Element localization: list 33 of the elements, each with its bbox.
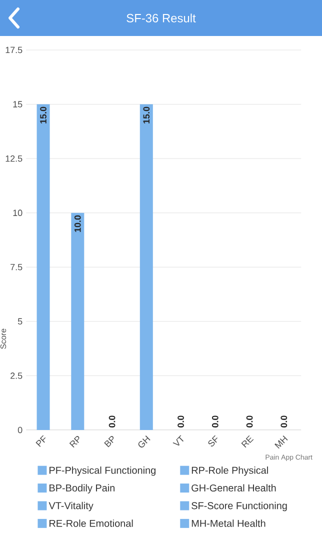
y-tick-label: 2.5 bbox=[10, 372, 22, 379]
chart-title: SF-36 Result bbox=[126, 14, 196, 22]
x-tick-label: RP bbox=[69, 436, 80, 448]
data-label: 15.0 bbox=[143, 106, 150, 124]
y-tick-label: 17.5 bbox=[6, 46, 22, 54]
data-label: 0.0 bbox=[108, 416, 116, 428]
data-label: 0.0 bbox=[212, 416, 218, 428]
legend-label: RE-Role Emotional bbox=[50, 520, 133, 527]
y-tick-label: 15 bbox=[13, 101, 22, 108]
y-tick-label: 10 bbox=[13, 210, 22, 216]
data-label: 0.0 bbox=[178, 416, 184, 428]
y-tick-label: 0 bbox=[18, 426, 22, 434]
legend-label: BP-Bodily Pain bbox=[50, 484, 114, 494]
legend-label: GH-General Health bbox=[192, 484, 276, 492]
x-tick-label: PF bbox=[36, 435, 46, 447]
legend-label: MH-Metal Health bbox=[192, 520, 266, 527]
x-tick-label: RE bbox=[241, 435, 254, 448]
y-tick-label: 5 bbox=[18, 318, 22, 325]
legend-label: RP-Role Physical bbox=[192, 466, 268, 476]
data-label: 15.0 bbox=[40, 106, 46, 124]
x-tick-label: SF bbox=[208, 435, 218, 446]
legend-label: PF-Physical Functioning bbox=[50, 466, 156, 476]
legend-label: VT-Vitality bbox=[48, 502, 94, 512]
y-tick-label: 7.5 bbox=[10, 264, 22, 270]
x-tick-label: BP bbox=[104, 436, 114, 448]
data-label: 10.0 bbox=[74, 215, 81, 232]
legend-label: SF-Score Functioning bbox=[192, 502, 287, 512]
y-tick-label: 12.5 bbox=[6, 155, 22, 162]
x-tick-label: VT bbox=[172, 435, 184, 446]
data-label: 0.0 bbox=[280, 416, 288, 428]
x-tick-label: MH bbox=[274, 435, 288, 449]
x-tick-label: GH bbox=[138, 436, 150, 448]
data-label: 0.0 bbox=[246, 416, 253, 428]
